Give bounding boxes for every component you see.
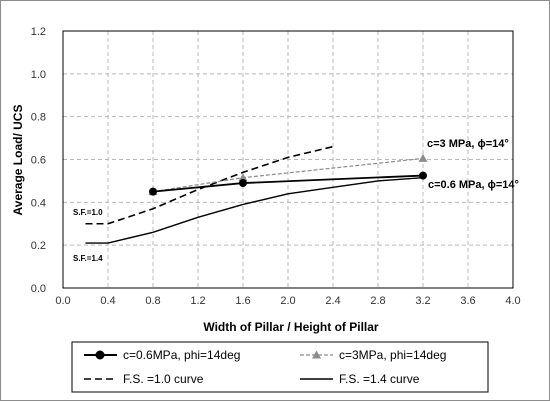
series-point-c3 bbox=[418, 153, 428, 162]
x-tick-label: 2.4 bbox=[325, 295, 340, 307]
annotation-c06: c=0.6 MPa, ϕ=14° bbox=[428, 179, 519, 191]
series-point-c06 bbox=[239, 179, 247, 188]
series-point-c06 bbox=[419, 171, 427, 180]
x-tick-label: 1.6 bbox=[235, 295, 250, 307]
y-tick-label: 0.6 bbox=[31, 155, 46, 167]
legend-entry-fs14: F.S. =1.4 curve bbox=[300, 372, 420, 386]
x-axis-ticks: 0.0 0.4 0.8 1.2 1.6 2.0 2.4 2.8 3.2 3.6 4.0 bbox=[55, 295, 520, 307]
legend-entry-c3: c=3MPa, phi=14deg bbox=[300, 348, 446, 362]
x-tick-label: 3.6 bbox=[460, 295, 475, 307]
x-tick-label: 0.0 bbox=[55, 295, 70, 307]
x-tick-label: 0.4 bbox=[100, 295, 115, 307]
x-tick-label: 4.0 bbox=[505, 295, 520, 307]
annotation-sf14: S.F.=1.4 bbox=[73, 254, 103, 263]
y-tick-label: 0.4 bbox=[31, 197, 46, 209]
series-layer bbox=[85, 145, 428, 244]
legend-marker-c06 bbox=[95, 350, 105, 360]
legend-entry-c06: c=0.6MPa, phi=14deg bbox=[84, 348, 240, 362]
series-line-fs10 bbox=[85, 145, 334, 225]
y-tick-label: 0.0 bbox=[31, 283, 46, 295]
legend-label-c3: c=3MPa, phi=14deg bbox=[339, 348, 446, 362]
x-tick-label: 0.8 bbox=[145, 295, 160, 307]
plot-area bbox=[62, 30, 514, 289]
series-line-c06 bbox=[152, 174, 424, 193]
y-axis-title: Average Load/ UCS bbox=[11, 105, 25, 216]
y-tick-label: 0.8 bbox=[31, 112, 46, 124]
y-tick-label: 1.2 bbox=[31, 26, 46, 38]
legend-label-fs10: F.S. =1.0 curve bbox=[123, 372, 204, 386]
x-tick-label: 2.0 bbox=[280, 295, 295, 307]
series-point-c3 bbox=[238, 173, 248, 182]
annotation-sf10: S.F.=1.0 bbox=[73, 208, 103, 217]
x-tick-label: 1.2 bbox=[190, 295, 205, 307]
x-tick-label: 2.8 bbox=[370, 295, 385, 307]
y-tick-label: 0.2 bbox=[31, 240, 46, 252]
x-tick-label: 3.2 bbox=[415, 295, 430, 307]
legend: c=0.6MPa, phi=14deg c=3MPa, phi=14deg F.… bbox=[71, 341, 489, 393]
series-line-fs14 bbox=[85, 177, 424, 244]
y-tick-label: 1.0 bbox=[31, 69, 46, 81]
legend-entry-fs10: F.S. =1.0 curve bbox=[84, 372, 204, 386]
legend-box bbox=[71, 341, 489, 393]
y-axis-ticks: 0.0 0.2 0.4 0.6 0.8 1.0 1.2 bbox=[31, 26, 46, 295]
series-point-c06 bbox=[149, 187, 157, 196]
legend-marker-c3 bbox=[312, 350, 321, 359]
annotation-c3: c=3 MPa, ϕ=14° bbox=[427, 138, 509, 150]
legend-label-fs14: F.S. =1.4 curve bbox=[339, 372, 420, 386]
x-axis-title: Width of Pillar / Height of Pillar bbox=[203, 320, 379, 334]
grid bbox=[63, 31, 513, 288]
legend-label-c06: c=0.6MPa, phi=14deg bbox=[123, 348, 240, 362]
